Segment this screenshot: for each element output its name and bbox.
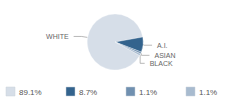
- svg-text:89.1%: 89.1%: [19, 88, 42, 97]
- svg-text:1.1%: 1.1%: [139, 88, 157, 97]
- svg-text:8.7%: 8.7%: [79, 88, 97, 97]
- svg-text:1.1%: 1.1%: [199, 88, 217, 97]
- svg-text:BLACK: BLACK: [150, 60, 173, 67]
- svg-text:WHITE: WHITE: [46, 33, 69, 40]
- svg-text:ASIAN: ASIAN: [154, 52, 175, 59]
- svg-text:A.I.: A.I.: [157, 42, 168, 49]
